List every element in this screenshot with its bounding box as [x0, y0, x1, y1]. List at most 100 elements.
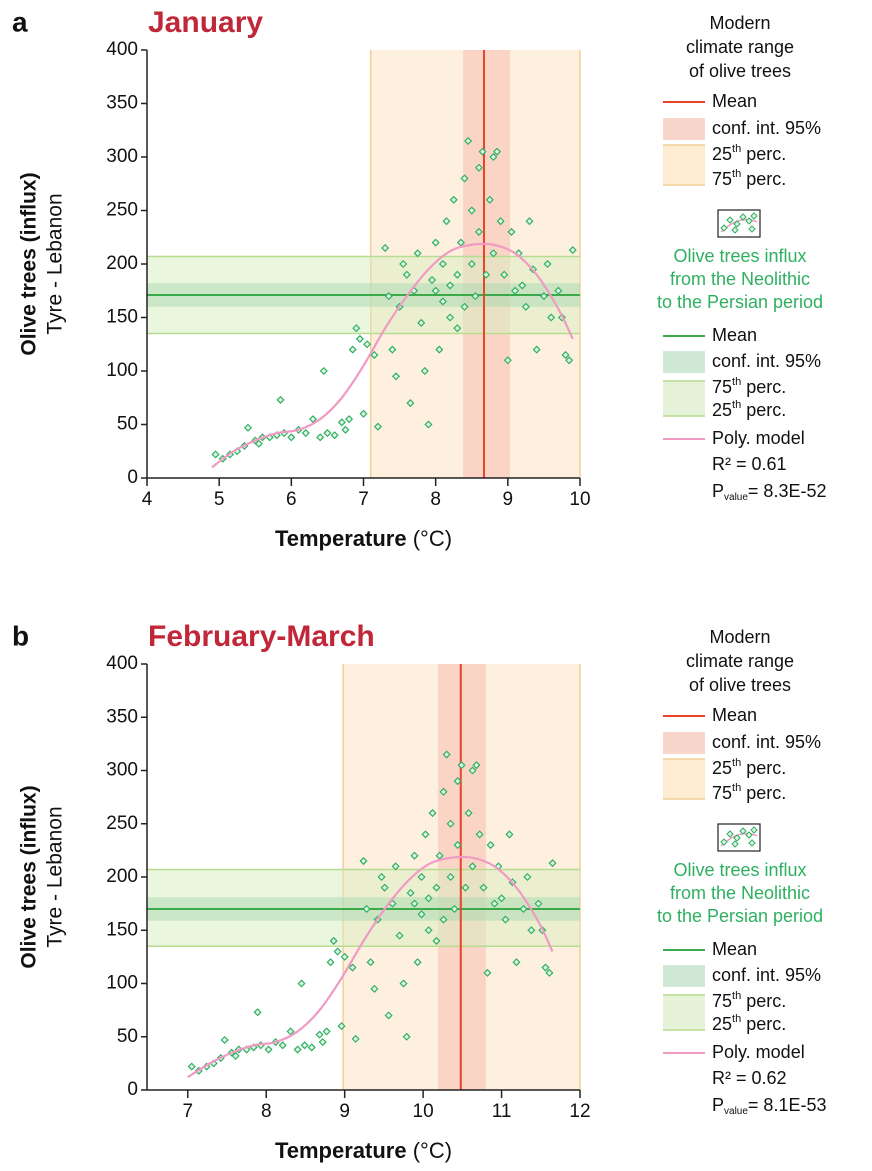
x-tick-label: 11	[492, 1101, 512, 1122]
data-point	[461, 883, 470, 892]
data-point	[475, 830, 484, 839]
x-tick-label: 5	[214, 489, 225, 510]
data-point	[384, 292, 393, 301]
data-point	[424, 926, 433, 935]
y-axis-label: Olive trees (influx)	[18, 785, 41, 968]
data-point	[446, 313, 455, 322]
legend-label: 75th perc.	[712, 376, 786, 397]
legend-title: climate range	[686, 651, 794, 671]
legend-superscript: th	[732, 376, 741, 388]
data-point	[399, 259, 408, 269]
data-point	[410, 899, 419, 908]
legend-label: conf. int. 95%	[712, 351, 821, 371]
legend-number: 75	[712, 991, 732, 1011]
legend-text: perc.	[741, 400, 786, 420]
legend-superscript: th	[732, 168, 741, 180]
data-point	[264, 1045, 273, 1054]
data-point	[330, 431, 339, 440]
legend-text: perc.	[741, 144, 786, 164]
legend-title: Olive trees influx	[673, 860, 806, 880]
panel: b February-March 0 50 100 150 200 250 300 350 400 7…	[12, 620, 826, 1163]
y-tick-label: 350	[106, 706, 138, 727]
data-point	[348, 345, 357, 354]
data-point	[388, 345, 397, 354]
data-point	[474, 163, 484, 172]
data-point	[432, 936, 441, 945]
y-tick-label: 100	[106, 973, 138, 994]
data-point	[278, 1041, 287, 1050]
data-point	[468, 766, 477, 775]
data-point	[406, 888, 415, 898]
data-point	[402, 270, 411, 279]
data-point	[474, 227, 484, 236]
data-point	[511, 286, 520, 295]
data-point	[503, 356, 512, 365]
legend-label: Mean	[712, 91, 757, 111]
data-point	[377, 872, 386, 882]
legend-number: 75	[712, 377, 732, 397]
legend-number: 25	[712, 1014, 732, 1034]
data-point	[492, 147, 502, 156]
data-point	[565, 356, 574, 365]
data-point	[220, 1035, 229, 1044]
legend-superscript: th	[732, 1013, 741, 1025]
data-point	[431, 238, 440, 247]
data-point	[460, 174, 469, 183]
data-point	[527, 926, 536, 935]
data-point	[315, 1030, 324, 1039]
legend-swatch	[663, 995, 705, 1030]
data-point	[322, 1027, 331, 1036]
panel-label: a	[12, 6, 28, 37]
data-point	[362, 904, 371, 913]
legend-icon	[720, 224, 728, 232]
data-point	[479, 883, 488, 892]
data-point	[453, 270, 462, 279]
data-point	[395, 931, 404, 940]
data-point	[337, 418, 346, 427]
data-point	[417, 872, 426, 882]
legend-label: Poly. model	[712, 428, 805, 448]
legend-swatch	[663, 145, 705, 185]
legend-stat: R² = 0.61	[712, 454, 787, 474]
legend-icon	[726, 216, 734, 224]
legend-title: from the Neolithic	[670, 269, 810, 289]
legend-title: Modern	[709, 627, 770, 647]
y-axis-label: Olive trees (influx)	[18, 172, 41, 355]
legend-text: perc.	[741, 758, 786, 778]
y-tick-label: 400	[106, 653, 138, 674]
data-point	[439, 915, 448, 924]
legend-swatch	[663, 965, 705, 987]
data-point	[464, 136, 473, 145]
data-point	[417, 318, 426, 327]
model-curve	[211, 242, 574, 469]
x-tick-label: 6	[286, 489, 297, 510]
data-point	[341, 425, 350, 434]
data-point	[391, 862, 400, 871]
data-point	[402, 1032, 411, 1041]
data-point	[497, 894, 506, 903]
y-tick-label: 200	[106, 866, 138, 887]
y-tick-label: 250	[106, 813, 138, 834]
data-point	[211, 450, 220, 459]
data-point	[410, 851, 419, 860]
legend-title: of olive trees	[689, 675, 791, 695]
legend-swatch	[663, 759, 705, 799]
y-tick-label: 50	[117, 414, 138, 435]
data-point	[276, 395, 285, 404]
data-point	[453, 841, 462, 850]
data-point	[561, 350, 570, 359]
data-point	[300, 1041, 309, 1050]
data-point	[505, 830, 514, 839]
data-point	[438, 259, 447, 269]
x-tick-label: 12	[569, 1101, 590, 1122]
data-point	[345, 415, 354, 424]
x-axis-title: Temperature	[275, 526, 407, 551]
data-point	[442, 750, 451, 759]
data-point	[428, 276, 437, 285]
legend-superscript: th	[732, 757, 741, 769]
legend-superscript: th	[732, 990, 741, 1002]
x-tick-label: 9	[503, 489, 514, 510]
legend-stat: R² = 0.62	[712, 1068, 787, 1088]
y-tick-label: 0	[127, 467, 138, 488]
